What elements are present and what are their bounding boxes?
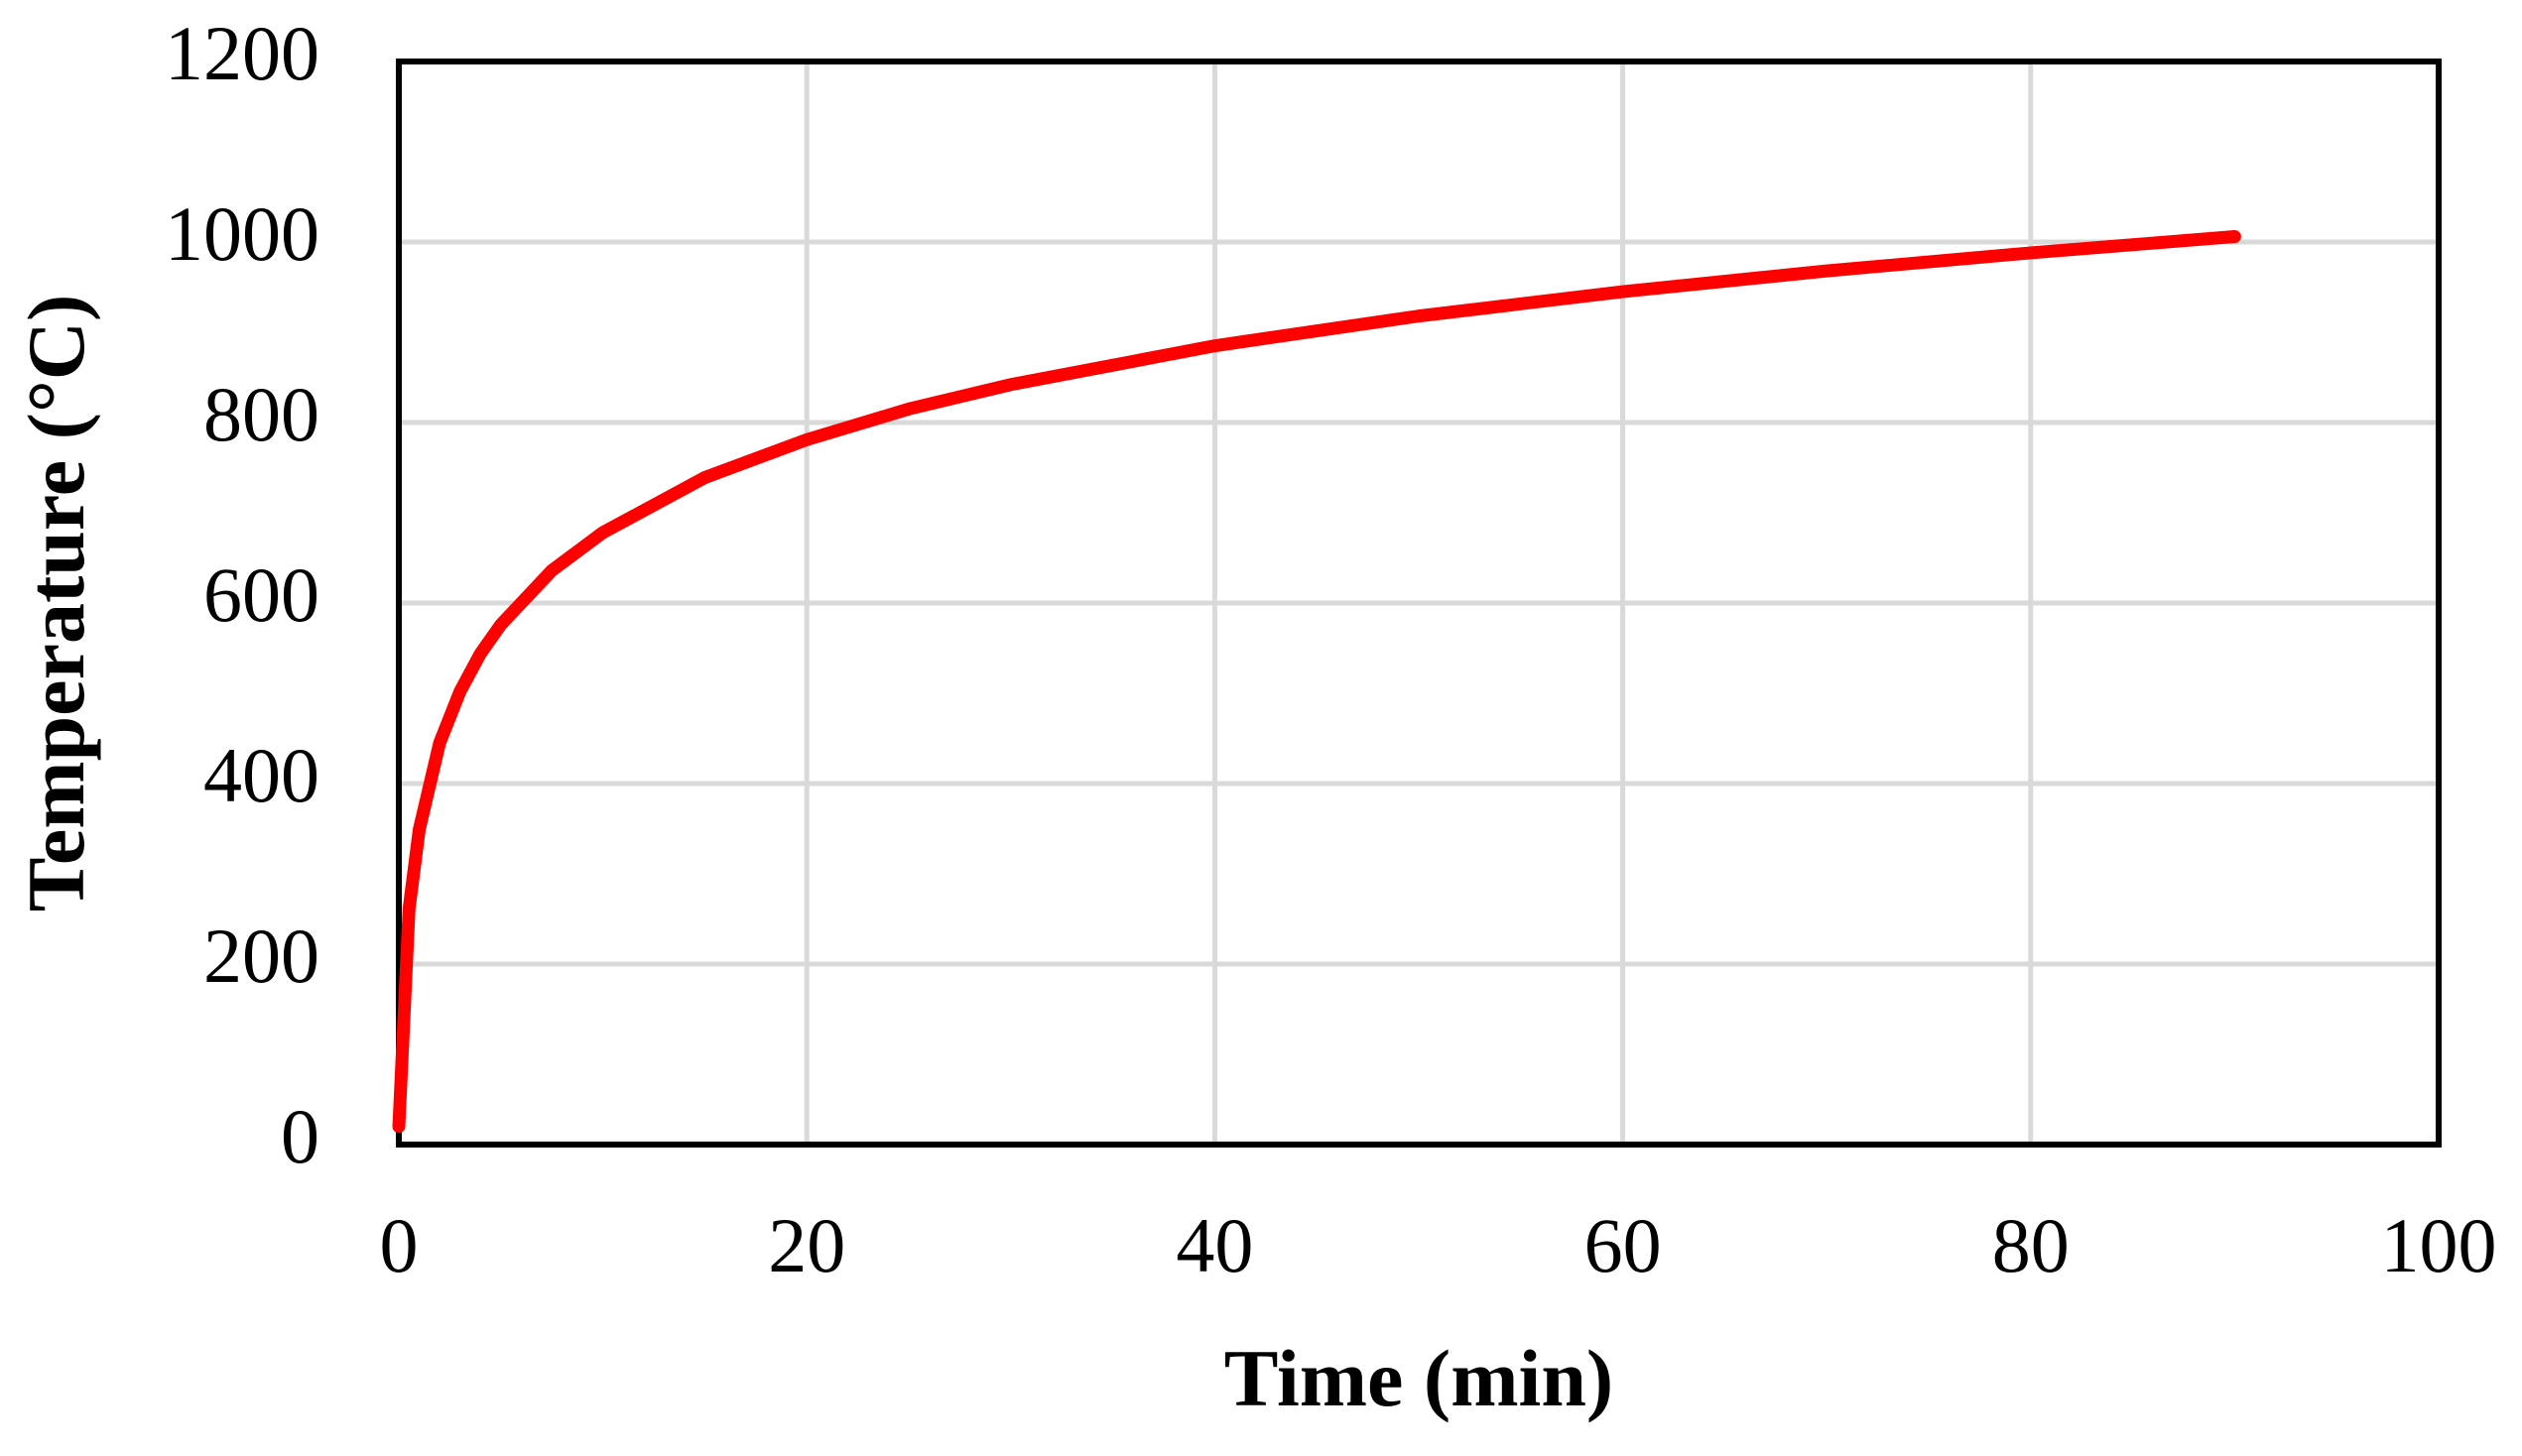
x-tick-label: 60 bbox=[1584, 1202, 1662, 1288]
x-tick-label: 40 bbox=[1176, 1202, 1253, 1288]
x-tick-label: 100 bbox=[2381, 1202, 2497, 1288]
y-tick-label: 600 bbox=[203, 551, 319, 638]
y-tick-label: 0 bbox=[281, 1093, 319, 1179]
y-tick-label: 400 bbox=[203, 732, 319, 818]
y-tick-label: 1200 bbox=[165, 10, 319, 96]
y-tick-label: 1000 bbox=[165, 190, 319, 277]
x-axis-title: Time (min) bbox=[1224, 1333, 1614, 1423]
x-tick-label: 80 bbox=[1992, 1202, 2070, 1288]
plot-border bbox=[396, 59, 2442, 1148]
y-tick-label: 800 bbox=[203, 371, 319, 457]
x-tick-label: 0 bbox=[380, 1202, 419, 1288]
x-tick-label: 20 bbox=[768, 1202, 845, 1288]
data-line bbox=[392, 230, 2241, 1134]
y-axis-title: Temperature (°C) bbox=[11, 295, 101, 912]
y-tick-label: 200 bbox=[203, 912, 319, 999]
